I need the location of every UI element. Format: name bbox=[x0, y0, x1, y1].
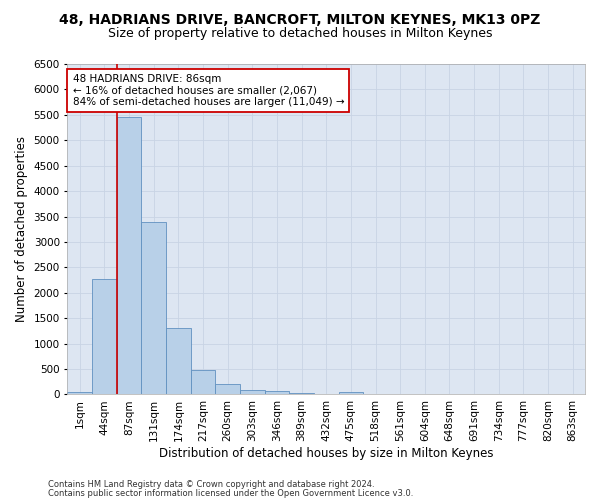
Bar bbox=[117, 118, 142, 394]
Bar bbox=[265, 392, 289, 394]
Bar bbox=[166, 328, 191, 394]
Text: Contains public sector information licensed under the Open Government Licence v3: Contains public sector information licen… bbox=[48, 489, 413, 498]
X-axis label: Distribution of detached houses by size in Milton Keynes: Distribution of detached houses by size … bbox=[159, 447, 493, 460]
Bar bbox=[289, 393, 314, 394]
Bar bbox=[240, 390, 265, 394]
Bar bbox=[338, 392, 363, 394]
Text: Contains HM Land Registry data © Crown copyright and database right 2024.: Contains HM Land Registry data © Crown c… bbox=[48, 480, 374, 489]
Bar bbox=[67, 392, 92, 394]
Text: Size of property relative to detached houses in Milton Keynes: Size of property relative to detached ho… bbox=[108, 28, 492, 40]
Y-axis label: Number of detached properties: Number of detached properties bbox=[15, 136, 28, 322]
Bar bbox=[92, 278, 117, 394]
Bar bbox=[142, 222, 166, 394]
Bar bbox=[215, 384, 240, 394]
Text: 48 HADRIANS DRIVE: 86sqm
← 16% of detached houses are smaller (2,067)
84% of sem: 48 HADRIANS DRIVE: 86sqm ← 16% of detach… bbox=[73, 74, 344, 107]
Bar bbox=[191, 370, 215, 394]
Text: 48, HADRIANS DRIVE, BANCROFT, MILTON KEYNES, MK13 0PZ: 48, HADRIANS DRIVE, BANCROFT, MILTON KEY… bbox=[59, 12, 541, 26]
